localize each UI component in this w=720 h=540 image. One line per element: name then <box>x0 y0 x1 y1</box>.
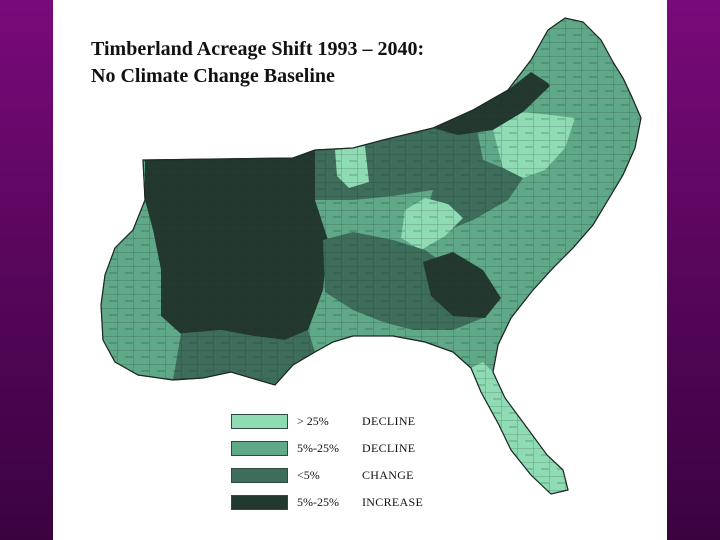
coastline-outline <box>100 17 642 495</box>
legend-swatch <box>231 441 288 456</box>
legend-range: > 25% <box>297 414 329 428</box>
legend-item-decline-5-25: 5%-25% DECLINE <box>231 435 423 462</box>
legend-direction: CHANGE <box>362 468 414 482</box>
slide-panel: Timberland Acreage Shift 1993 – 2040: No… <box>53 0 667 540</box>
legend-swatch <box>231 495 288 510</box>
map-title-line-2: No Climate Change Baseline <box>91 65 335 87</box>
map-title-line-1: Timberland Acreage Shift 1993 – 2040: <box>91 38 425 60</box>
county-lines <box>101 18 641 494</box>
legend-swatch <box>231 468 288 483</box>
legend-range: 5%-25% <box>297 441 339 455</box>
legend-item-increase-5-25: 5%-25% INCREASE <box>231 489 423 516</box>
legend-range: <5% <box>297 468 320 482</box>
legend-swatch <box>231 414 288 429</box>
legend-direction: INCREASE <box>362 495 424 509</box>
legend: > 25% DECLINE 5%-25% DECLINE <5% CHANGE … <box>231 408 423 516</box>
map-title: Timberland Acreage Shift 1993 – 2040: No… <box>91 36 424 90</box>
southeast-us-map <box>100 17 642 495</box>
legend-item-decline-gt25: > 25% DECLINE <box>231 408 423 435</box>
legend-range: 5%-25% <box>297 495 339 509</box>
legend-direction: DECLINE <box>362 414 416 428</box>
legend-direction: DECLINE <box>362 441 416 455</box>
legend-item-change-lt5: <5% CHANGE <box>231 462 423 489</box>
